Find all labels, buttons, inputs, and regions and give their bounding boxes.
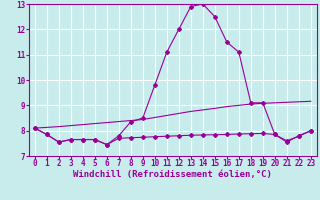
X-axis label: Windchill (Refroidissement éolien,°C): Windchill (Refroidissement éolien,°C)	[73, 170, 272, 179]
